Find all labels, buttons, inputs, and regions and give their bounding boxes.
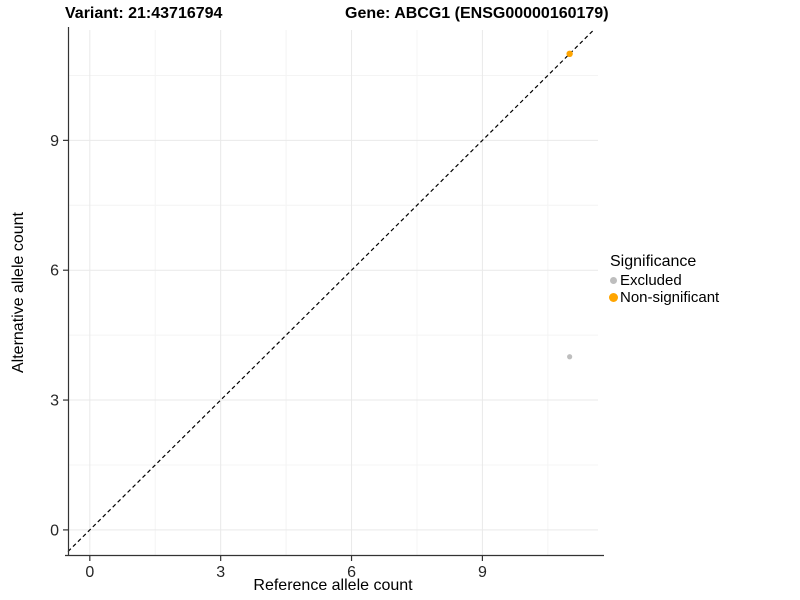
legend-item-label: Non-significant [620, 289, 720, 306]
x-axis-title: Reference allele count [253, 577, 413, 594]
plot-title-gene: Gene: ABCG1 (ENSG00000160179) [345, 5, 609, 22]
y-tick-label: 0 [50, 522, 59, 539]
excluded-legend-dot-icon [609, 277, 617, 284]
x-tick-label: 6 [347, 564, 356, 581]
legend-title: Significance [610, 253, 697, 270]
identity-dashed-line [67, 29, 595, 552]
plot-title-variant: Variant: 21:43716794 [65, 5, 223, 22]
x-tick-label: 3 [216, 564, 225, 581]
x-tick-label: 0 [85, 564, 94, 581]
y-tick-label: 9 [50, 133, 59, 150]
legend: Significance Excluded Non-significant [606, 252, 719, 306]
y-tick-label: 3 [50, 393, 59, 410]
y-axis-title: Alternative allele count [10, 212, 27, 373]
x-tick-label: 9 [478, 564, 487, 581]
data-point-excluded [567, 354, 573, 360]
non-significant-legend-dot-icon [608, 293, 618, 302]
legend-item-label: Excluded [620, 272, 682, 289]
legend-item-excluded: Excluded [606, 272, 719, 289]
data-point-non-significant [566, 50, 573, 58]
y-tick-label: 6 [50, 263, 59, 280]
legend-item-non-significant: Non-significant [606, 289, 719, 306]
